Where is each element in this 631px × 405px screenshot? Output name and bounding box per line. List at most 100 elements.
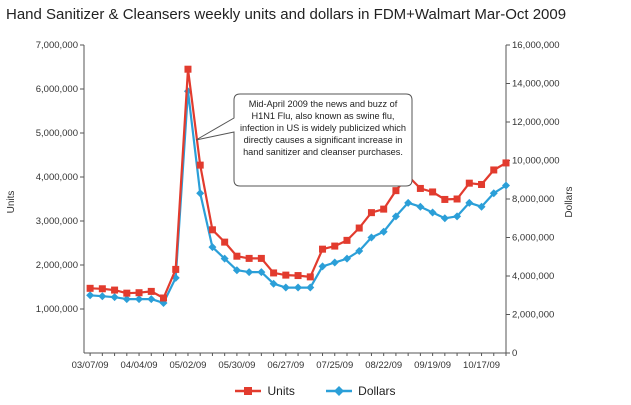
data-point-units	[196, 161, 204, 169]
data-point-units	[160, 294, 168, 302]
data-point-dollars	[220, 254, 229, 263]
y-tick-left-label: 7,000,000	[36, 40, 78, 51]
data-point-dollars	[477, 202, 486, 211]
data-point-units	[294, 272, 302, 280]
data-point-units	[282, 271, 290, 279]
x-tick-label: 10/17/09	[463, 360, 500, 371]
data-point-dollars	[416, 202, 425, 211]
data-point-units	[490, 166, 498, 174]
data-point-dollars	[196, 189, 205, 198]
data-point-units	[453, 195, 461, 203]
legend-dollars-swatch	[326, 386, 353, 396]
y-axis-title-left: Units	[6, 191, 17, 214]
series-dollars	[86, 87, 510, 307]
annotation-box	[195, 93, 413, 187]
data-point-dollars	[367, 233, 376, 242]
legend-units-label: Units	[267, 384, 295, 398]
data-point-units	[147, 287, 155, 295]
x-tick-label: 07/25/09	[316, 360, 353, 371]
data-point-units	[306, 273, 314, 281]
x-tick-label: 08/22/09	[365, 360, 402, 371]
data-point-dollars	[330, 258, 339, 267]
data-point-units	[441, 195, 449, 203]
annotation-callout	[195, 93, 413, 187]
data-point-units	[257, 254, 265, 262]
y-tick-right-label: 2,000,000	[512, 310, 554, 321]
annotation-text: Mid-April 2009 the news and buzz of H1N1…	[240, 99, 406, 157]
data-point-units	[465, 179, 473, 187]
data-point-dollars	[355, 246, 364, 255]
y-tick-right-label: 14,000,000	[512, 79, 560, 90]
y-tick-left-label: 3,000,000	[36, 216, 78, 227]
y-axis-title-right: Dollars	[564, 186, 575, 217]
data-point-units	[172, 265, 180, 273]
data-point-units	[221, 238, 229, 246]
data-point-units	[367, 209, 375, 217]
data-point-dollars	[232, 266, 241, 275]
data-point-dollars	[208, 243, 217, 252]
data-point-dollars	[489, 189, 498, 198]
y-tick-left-label: 6,000,000	[36, 84, 78, 95]
data-point-dollars	[440, 214, 449, 223]
legend-units-swatch	[235, 387, 262, 395]
y-tick-right-label: 4,000,000	[512, 271, 554, 282]
chart-title: Hand Sanitizer & Cleansers weekly units …	[6, 6, 567, 23]
data-point-units	[233, 252, 241, 260]
data-point-dollars	[257, 268, 266, 277]
y-tick-right-label: 0	[512, 348, 517, 359]
y-tick-right-label: 16,000,000	[512, 40, 560, 51]
data-point-dollars	[453, 212, 462, 221]
x-tick-label: 04/04/09	[121, 360, 158, 371]
data-point-units	[86, 284, 94, 292]
data-point-dollars	[135, 295, 144, 304]
data-point-dollars	[110, 293, 119, 302]
data-point-units	[270, 269, 278, 277]
x-tick-label: 09/19/09	[414, 360, 451, 371]
y-tick-right-label: 8,000,000	[512, 194, 554, 205]
y-tick-right-label: 10,000,000	[512, 156, 560, 167]
series-layer	[86, 65, 510, 307]
x-tick-label: 06/27/09	[267, 360, 304, 371]
y-tick-left-label: 2,000,000	[36, 260, 78, 271]
data-point-units	[98, 285, 106, 293]
data-point-units	[184, 65, 192, 73]
x-tick-label: 05/30/09	[218, 360, 255, 371]
data-point-dollars	[306, 283, 315, 292]
y-tick-left-label: 5,000,000	[36, 128, 78, 139]
data-point-dollars	[379, 227, 388, 236]
x-tick-label: 05/02/09	[169, 360, 206, 371]
y-tick-left-label: 1,000,000	[36, 304, 78, 315]
legend-item-units: Units	[235, 384, 295, 398]
data-point-units	[123, 289, 131, 297]
data-point-dollars	[428, 208, 437, 217]
legend-dollars-label: Dollars	[358, 384, 396, 398]
data-point-units	[478, 180, 486, 188]
legend-item-dollars: Dollars	[326, 384, 396, 398]
data-point-units	[429, 188, 437, 196]
data-point-units	[416, 184, 424, 192]
data-point-units	[380, 205, 388, 213]
data-point-dollars	[294, 283, 303, 292]
data-point-units	[245, 254, 253, 262]
chart-axes: 1,000,000 2,000,000 3,000,000 4,000,000 5,00…	[36, 40, 560, 371]
data-point-units	[331, 242, 339, 250]
y-tick-left-label: 4,000,000	[36, 172, 78, 183]
data-point-dollars	[465, 198, 474, 207]
data-point-dollars	[404, 198, 413, 207]
data-point-units	[319, 245, 327, 253]
data-point-dollars	[98, 292, 107, 301]
data-point-dollars	[342, 254, 351, 263]
y-tick-right-label: 12,000,000	[512, 117, 560, 128]
data-point-units	[111, 286, 119, 294]
data-point-dollars	[122, 295, 131, 304]
legend: Units Dollars	[0, 384, 631, 400]
data-point-dollars	[318, 262, 327, 271]
data-point-units	[392, 187, 400, 195]
data-point-units	[502, 159, 510, 167]
data-point-dollars	[502, 181, 510, 190]
y-tick-right-label: 6,000,000	[512, 233, 554, 244]
data-point-units	[355, 224, 363, 232]
data-point-dollars	[269, 279, 278, 288]
data-point-units	[343, 236, 351, 244]
